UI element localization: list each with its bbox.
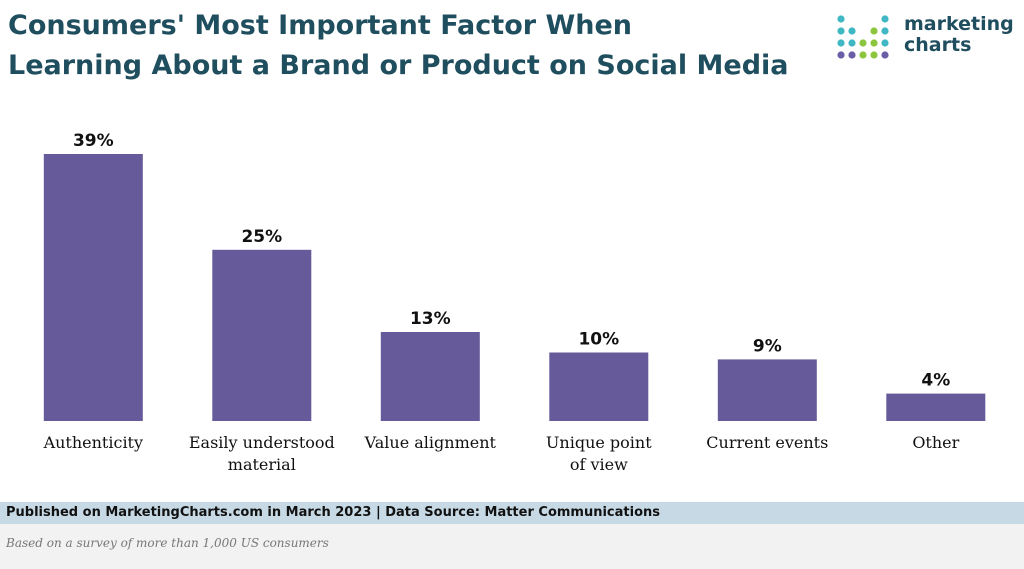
- logo-dot: [881, 15, 889, 23]
- bar-value-label-0: 39%: [73, 131, 114, 151]
- footer-published-text: Published on MarketingCharts.com in Marc…: [6, 505, 660, 520]
- category-label-3: Unique point of view: [546, 433, 652, 474]
- bar-value-label-1: 25%: [241, 227, 282, 247]
- logo-dot: [848, 27, 856, 35]
- category-label-0: Authenticity: [43, 433, 143, 452]
- logo-dot: [837, 39, 845, 47]
- bar-chart: 39% Authenticity 25% Easily understood mater…: [43, 131, 986, 474]
- footer-source-bar: Published on MarketingCharts.com in Marc…: [0, 502, 1024, 524]
- chart-title: Consumers' Most Important Factor When Le…: [8, 6, 828, 86]
- logo-dot: [859, 51, 867, 59]
- bar-value-label-3: 10%: [578, 330, 619, 350]
- logo-line-1: marketing: [904, 13, 1014, 35]
- logo-dot: [870, 39, 878, 47]
- logo-text: marketing charts: [904, 14, 1014, 56]
- chart-title-line-1: Consumers' Most Important Factor When: [8, 10, 632, 41]
- logo-dots-icon: [837, 15, 889, 59]
- bar-value-label-2: 13%: [410, 309, 451, 329]
- bar-3: [549, 352, 649, 421]
- logo-dot: [848, 39, 856, 47]
- logo-dot: [881, 51, 889, 59]
- logo-dot: [837, 27, 845, 35]
- category-label-1: Easily understood material: [189, 433, 335, 474]
- logo-dot: [859, 39, 867, 47]
- chart-title-line-2: Learning About a Brand or Product on Soc…: [8, 50, 789, 81]
- category-label-5: Other: [912, 433, 959, 452]
- logo-dot: [837, 15, 845, 23]
- bar-2: [380, 332, 480, 421]
- category-label-2: Value alignment: [364, 433, 497, 452]
- logo-dot: [837, 51, 845, 59]
- bar-4: [717, 359, 817, 421]
- bar-1: [212, 249, 312, 421]
- marketing-charts-logo: marketing charts: [836, 14, 1022, 66]
- footer-note-area: Based on a survey of more than 1,000 US …: [0, 524, 1024, 569]
- bar-value-label-5: 4%: [921, 371, 950, 391]
- logo-dot: [870, 27, 878, 35]
- logo-dot: [881, 39, 889, 47]
- logo-line-2: charts: [904, 34, 972, 56]
- category-label-4: Current events: [706, 433, 828, 452]
- bar-0: [43, 154, 143, 421]
- logo-dot: [881, 27, 889, 35]
- footer-note-text: Based on a survey of more than 1,000 US …: [6, 536, 329, 550]
- bar-5: [886, 393, 986, 421]
- bar-value-label-4: 9%: [753, 336, 782, 356]
- logo-dot: [848, 51, 856, 59]
- logo-dot: [870, 51, 878, 59]
